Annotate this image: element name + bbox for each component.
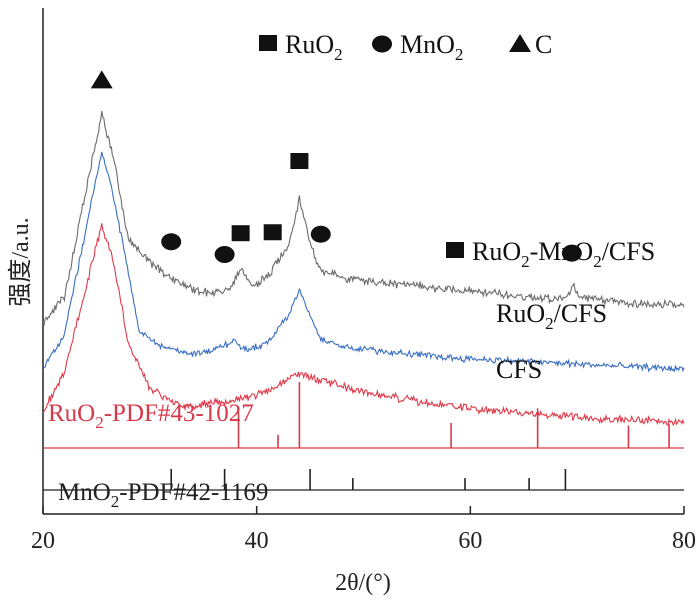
series-label: CFS	[496, 355, 542, 384]
peak-triangle-icon	[90, 70, 113, 89]
peak-square-icon	[263, 224, 282, 241]
series-label-square-icon	[446, 242, 464, 258]
peak-circle-icon	[561, 244, 582, 262]
legend-square-icon	[259, 35, 277, 51]
y-axis-title: 强度/a.u.	[7, 217, 34, 306]
peak-square-icon	[290, 153, 309, 169]
legend: RuO2 MnO2 C	[259, 30, 552, 64]
legend-entry-label: RuO2	[285, 30, 343, 64]
series-line	[42, 111, 685, 326]
legend-entry-label: C	[535, 30, 552, 59]
peak-square-icon	[231, 225, 250, 242]
legend-triangle-icon	[509, 34, 531, 52]
reference-pattern-label: RuO2-PDF#43-1027	[48, 400, 254, 432]
x-tick-label: 80	[672, 528, 696, 554]
peak-circle-icon	[214, 245, 235, 263]
series-line	[42, 151, 685, 373]
axes	[42, 8, 684, 515]
series-line	[42, 223, 685, 427]
x-tick-label: 20	[31, 528, 55, 554]
series-label: RuO2/CFS	[496, 299, 607, 333]
x-axis-title: 2θ/(°)	[335, 570, 391, 596]
x-tick-label: 60	[458, 528, 482, 554]
peak-circle-icon	[310, 225, 331, 243]
x-tick-label: 40	[245, 528, 269, 554]
x-ticks: 20 40 60 80	[31, 506, 696, 554]
legend-circle-icon	[372, 35, 392, 53]
peak-markers	[90, 70, 582, 263]
reference-pattern-label: MnO2-PDF#42-1169	[58, 479, 268, 511]
reference-patterns: RuO2-PDF#43-1027 MnO2-PDF#42-1169	[43, 382, 684, 511]
series-labels: RuO2-MnO2/CFS RuO2/CFS CFS	[446, 237, 655, 384]
series-group	[42, 111, 685, 427]
series-label: RuO2-MnO2/CFS	[472, 237, 655, 271]
legend-entry-label: MnO2	[400, 30, 463, 64]
peak-circle-icon	[161, 233, 182, 251]
